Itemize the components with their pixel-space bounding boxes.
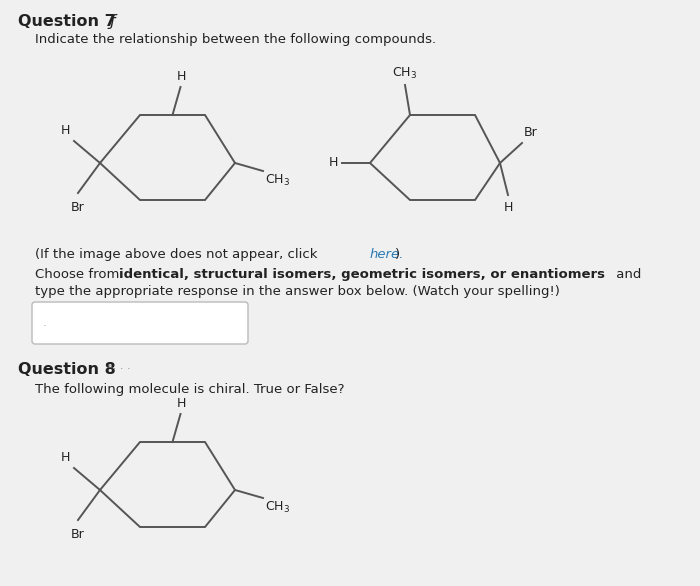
FancyBboxPatch shape: [32, 302, 248, 344]
Text: identical, structural isomers, geometric isomers, or enantiomers: identical, structural isomers, geometric…: [119, 268, 605, 281]
Text: CH$_3$: CH$_3$: [265, 173, 290, 188]
Text: .: .: [43, 318, 47, 328]
Text: type the appropriate response in the answer box below. (Watch your spelling!): type the appropriate response in the ans…: [35, 285, 560, 298]
Text: Question 8: Question 8: [18, 362, 121, 377]
Text: H: H: [328, 156, 338, 169]
Text: H: H: [177, 70, 186, 83]
Text: here.: here.: [370, 248, 405, 261]
Text: H: H: [177, 397, 186, 410]
Text: CH$_3$: CH$_3$: [265, 500, 290, 515]
Text: (If the image above does not appear, click: (If the image above does not appear, cli…: [35, 248, 322, 261]
Text: Question 7: Question 7: [18, 14, 116, 29]
Text: ƒ: ƒ: [110, 14, 116, 29]
Text: and: and: [612, 268, 641, 281]
Text: Br: Br: [71, 528, 85, 541]
Text: H: H: [61, 124, 70, 137]
Text: The following molecule is chiral. True or False?: The following molecule is chiral. True o…: [35, 383, 344, 396]
Text: ᵇ· · ·: ᵇ· · ·: [108, 364, 131, 374]
Text: Br: Br: [71, 201, 85, 214]
Text: Indicate the relationship between the following compounds.: Indicate the relationship between the fo…: [35, 33, 436, 46]
Text: H: H: [61, 451, 70, 464]
Text: CH$_3$: CH$_3$: [393, 66, 418, 81]
Text: Choose from: Choose from: [35, 268, 124, 281]
Text: H: H: [503, 201, 512, 214]
Text: ): ): [395, 248, 400, 261]
Text: Br: Br: [524, 126, 538, 139]
